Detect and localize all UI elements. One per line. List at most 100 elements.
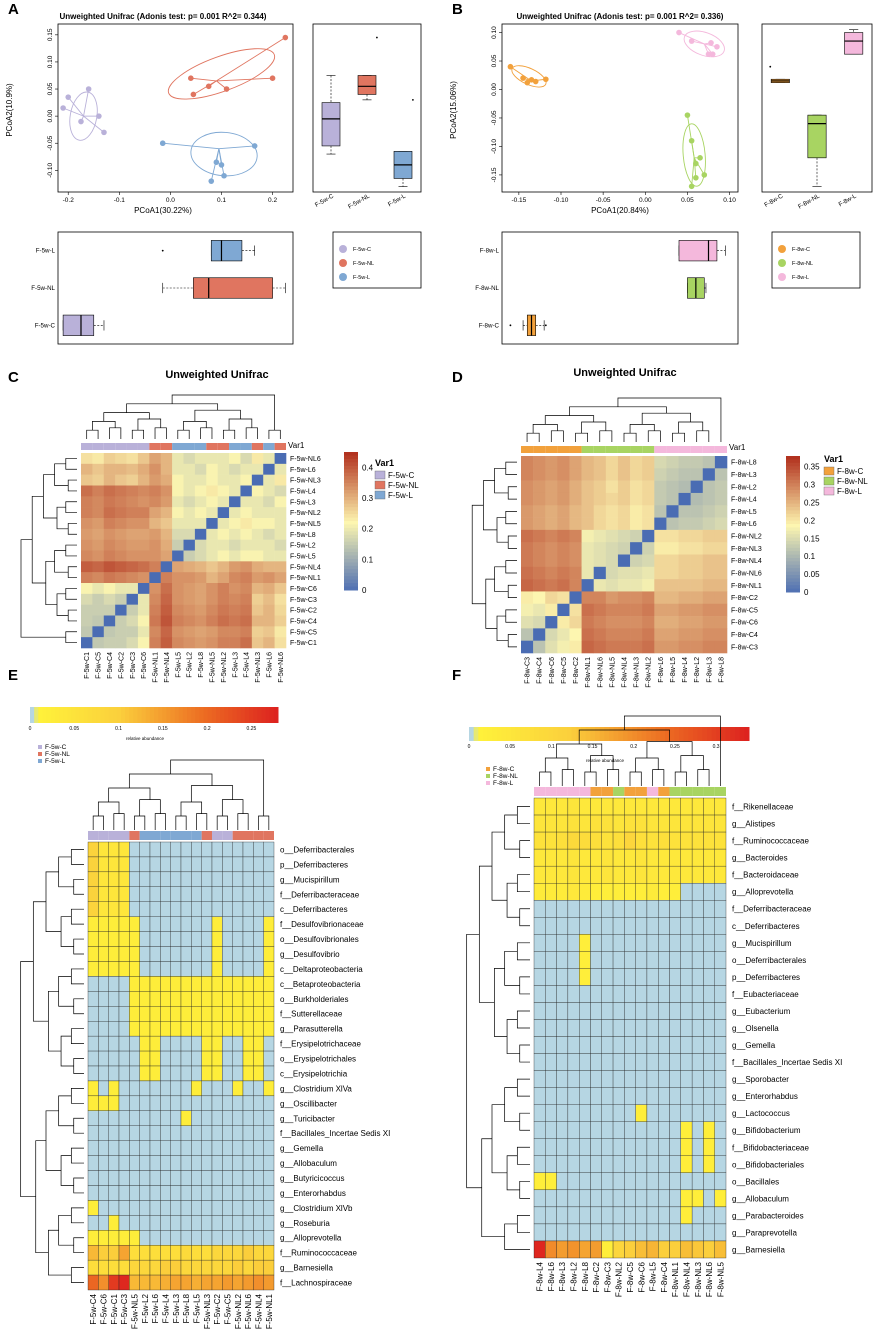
point-F-8w-L — [709, 51, 716, 57]
heatmap-cell — [263, 583, 275, 595]
heatmap-cell — [103, 637, 116, 649]
colorbar-segment — [120, 707, 126, 723]
row-label: F-5w-NL1 — [290, 575, 321, 582]
annotation-cell — [212, 831, 223, 840]
x-tick-label: 0.0 — [166, 197, 175, 204]
heatmap-cell — [567, 951, 580, 969]
colorbar-tick: 0 — [468, 744, 471, 750]
heatmap-cell — [149, 561, 162, 573]
colorbar-segment — [786, 564, 800, 569]
heatmap-cell — [714, 1206, 727, 1225]
heatmap-cell — [229, 572, 241, 584]
panel-a-xlabel: PCoA1(30.22%) — [134, 206, 192, 215]
heatmap-cell — [201, 1095, 213, 1111]
heatmap-cell — [702, 492, 716, 506]
heatmap-cell — [658, 1206, 670, 1225]
x-tick-label: -0.1 — [114, 197, 126, 204]
heatmap-cell — [194, 615, 207, 627]
dendrogram-branch — [73, 1177, 84, 1194]
heatmap-cell — [126, 518, 139, 530]
heatmap-cell — [194, 507, 207, 519]
heatmap-cell — [92, 583, 105, 595]
heatmap-cell — [183, 593, 196, 605]
colorbar-segment — [344, 489, 358, 494]
heatmap-cell — [646, 917, 659, 935]
category-label: F-5w-L — [36, 248, 56, 255]
heatmap-cell — [642, 640, 655, 654]
heatmap-cell — [217, 615, 230, 627]
heatmap-cell — [108, 901, 120, 917]
heatmap-cell — [635, 1019, 648, 1037]
point-F-5w-NL — [282, 34, 289, 41]
colorbar-segment — [581, 727, 587, 741]
heatmap-cell — [222, 1065, 233, 1082]
point-F-5w-NL — [190, 91, 197, 98]
colorbar-segment — [344, 507, 358, 512]
heatmap-cell — [690, 579, 704, 592]
colorbar-segment — [637, 727, 643, 741]
heatmap-cell — [118, 1259, 130, 1276]
heatmap-cell — [222, 916, 233, 932]
x-tick-label: -0.15 — [511, 197, 526, 204]
row-label: g__Clostridium XlVa — [280, 1084, 352, 1093]
heatmap-cell — [533, 1053, 546, 1071]
annotation-cell — [521, 446, 534, 453]
heatmap-cell — [206, 572, 218, 584]
heatmap-cell — [630, 579, 643, 592]
heatmap-cell — [129, 1200, 140, 1216]
heatmap-cell — [149, 961, 161, 977]
dendrogram-branch — [575, 432, 588, 442]
heatmap-cell — [669, 1036, 681, 1054]
heatmap-cell — [129, 1170, 140, 1186]
heatmap-cell — [118, 1065, 130, 1082]
row-label: g__Barnesiella — [732, 1245, 785, 1254]
point-F-8w-C — [528, 77, 535, 83]
colorbar-segment — [79, 707, 85, 723]
colorbar-segment — [786, 575, 800, 579]
heatmap-cell — [556, 1053, 569, 1071]
heatmap-cell — [569, 591, 582, 605]
box-F-5w-C — [321, 102, 341, 147]
heatmap-cell — [678, 492, 691, 506]
b-scatter-plot: -0.15 -0.10 -0.05 0.00 0.05 0.10-0.15-0.10-0.… — [491, 23, 739, 204]
dendrogram-branch — [92, 815, 104, 830]
heatmap-cell — [617, 492, 631, 506]
heatmap-cell — [691, 1121, 704, 1139]
heatmap-cell — [160, 976, 171, 992]
dendrogram-branch — [223, 429, 236, 439]
heatmap-cell — [545, 917, 557, 935]
heatmap-cell — [92, 626, 105, 638]
heatmap-cell — [263, 946, 275, 962]
heatmap-cell — [567, 848, 580, 867]
annotation-cell — [243, 831, 254, 840]
dendrogram-branch — [73, 1117, 84, 1134]
heatmap-cell — [211, 841, 223, 858]
heatmap-cell — [605, 456, 619, 469]
heatmap-cell — [108, 946, 120, 962]
heatmap-cell — [581, 468, 595, 481]
heatmap-cell — [545, 1206, 557, 1225]
heatmap-cell — [714, 1189, 727, 1208]
heatmap-cell — [170, 916, 182, 932]
heatmap-cell — [183, 463, 196, 475]
heatmap-cell — [605, 554, 619, 568]
heatmap-cell — [149, 886, 161, 902]
colorbar-segment — [707, 727, 713, 741]
a-legend: F-5w-CF-5w-NLF-5w-L — [332, 231, 422, 289]
heatmap-cell — [617, 640, 631, 654]
colorbar-segment — [786, 544, 800, 549]
heatmap-cell — [129, 976, 140, 992]
colorbar-segment — [786, 493, 800, 498]
heatmap-cell — [232, 1021, 244, 1037]
heatmap-cell — [658, 1240, 670, 1259]
heatmap-cell — [669, 883, 681, 901]
heatmap-cell — [567, 1223, 580, 1242]
heatmap-cell — [612, 831, 625, 850]
heatmap-cell — [242, 1065, 254, 1082]
b-bottom-boxplot: F-8w-LF-8w-NLF-8w-C — [475, 231, 739, 345]
heatmap-cell — [556, 1240, 569, 1259]
heatmap-cell — [714, 1223, 727, 1242]
heatmap-cell — [545, 1053, 557, 1071]
heatmap-cell — [678, 542, 691, 555]
heatmap-cell — [617, 616, 631, 629]
